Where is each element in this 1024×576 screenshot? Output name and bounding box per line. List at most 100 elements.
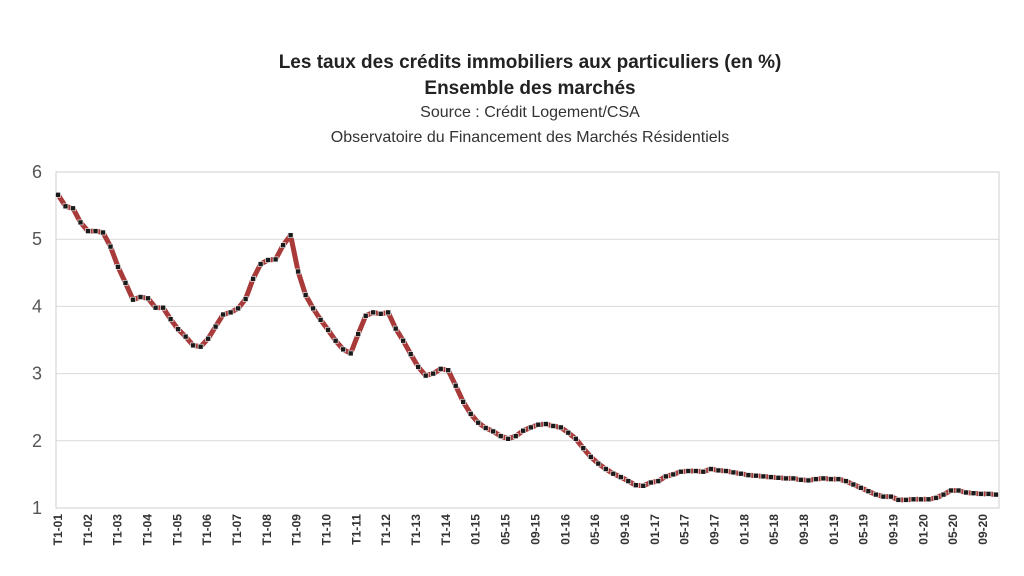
data-point [160, 304, 166, 311]
data-point [490, 428, 497, 435]
data-point [250, 275, 256, 282]
data-point [745, 472, 752, 478]
data-point [325, 327, 331, 333]
data-point [182, 333, 189, 340]
data-point [257, 261, 264, 267]
data-point [302, 292, 309, 298]
data-point [535, 421, 542, 428]
x-tick-label: 01-17 [648, 514, 662, 545]
data-point [385, 309, 392, 316]
data-point [340, 346, 347, 353]
x-axis: T1-01 T1-02 T1-03 T1-04 T1-05 T1-06 T1-07 T1-08… [51, 514, 990, 546]
x-tick-label: T1-05 [170, 514, 184, 546]
chart-source: Source : Crédit Logement/CSA [420, 104, 640, 121]
data-point [895, 497, 902, 503]
data-point [175, 326, 181, 333]
data-point [505, 435, 512, 442]
data-point [70, 205, 76, 212]
data-point [415, 364, 422, 370]
data-point [482, 425, 489, 431]
x-tick-label: T1-12 [379, 514, 393, 546]
data-point [738, 470, 744, 477]
data-point [850, 481, 857, 488]
data-point [632, 482, 639, 489]
data-point [370, 309, 377, 316]
data-point [970, 490, 977, 497]
x-tick-label: T1-02 [81, 514, 95, 546]
data-point [272, 256, 279, 263]
x-tick-label: 09-15 [528, 514, 542, 545]
data-point [280, 242, 286, 248]
data-point [790, 475, 797, 482]
data-point [610, 470, 617, 477]
data-point [422, 372, 429, 379]
x-tick-label: T1-14 [439, 514, 453, 546]
y-tick-label: 4 [32, 296, 42, 316]
x-tick-label: T1-08 [260, 514, 274, 546]
y-tick-label: 2 [32, 431, 42, 451]
data-point [167, 316, 174, 323]
x-tick-label: 01-18 [737, 514, 751, 545]
data-point [798, 476, 804, 483]
data-point [550, 423, 557, 429]
data-point [820, 475, 827, 482]
data-point [347, 350, 354, 357]
data-point [955, 487, 962, 494]
data-point [227, 309, 234, 316]
data-point [152, 304, 159, 311]
x-tick-label: 01-15 [469, 514, 483, 545]
x-tick-label: 09-20 [976, 514, 990, 545]
data-point [62, 203, 69, 210]
data-point [730, 469, 737, 476]
data-point [85, 228, 91, 234]
data-point [400, 337, 407, 344]
data-point [655, 478, 662, 484]
data-point [115, 263, 121, 270]
x-tick-label: 05-16 [588, 514, 602, 545]
data-point [617, 474, 624, 480]
data-point [430, 370, 437, 377]
series-1 [55, 192, 999, 503]
x-tick-label: 05-20 [946, 514, 960, 545]
x-tick-label: T1-09 [290, 514, 304, 546]
data-point [460, 398, 467, 405]
data-point [783, 475, 789, 482]
data-point [700, 468, 707, 475]
data-point [287, 232, 294, 238]
data-point [753, 472, 759, 479]
data-point [130, 296, 136, 303]
data-point [963, 489, 969, 496]
data-point [835, 476, 842, 482]
x-tick-label: 05-18 [767, 514, 781, 545]
x-tick-label: T1-07 [230, 514, 244, 546]
data-point [122, 280, 129, 286]
x-tick-label: 09-17 [707, 514, 721, 545]
data-point [100, 229, 106, 236]
chart-subtitle: Ensemble des marchés [424, 78, 635, 99]
data-point [880, 493, 887, 500]
data-point [580, 445, 587, 452]
data-point [295, 268, 301, 275]
data-point [77, 219, 84, 226]
data-point [512, 433, 519, 439]
data-point [707, 466, 714, 472]
data-point [692, 468, 699, 474]
data-point [317, 316, 324, 323]
data-point [933, 495, 939, 501]
data-point [497, 433, 504, 439]
x-tick-label: T1-06 [200, 514, 214, 546]
data-point [760, 473, 767, 480]
x-tick-label: T1-04 [141, 514, 155, 546]
data-point [670, 471, 677, 478]
x-tick-label: 09-18 [797, 514, 811, 545]
data-point [948, 487, 954, 494]
x-tick-label: 01-20 [916, 514, 930, 545]
y-tick-label: 6 [32, 162, 42, 182]
data-point [212, 323, 219, 330]
data-point [235, 305, 241, 312]
x-tick-label: 05-17 [678, 514, 692, 545]
data-point [978, 491, 984, 497]
data-point [865, 488, 872, 495]
